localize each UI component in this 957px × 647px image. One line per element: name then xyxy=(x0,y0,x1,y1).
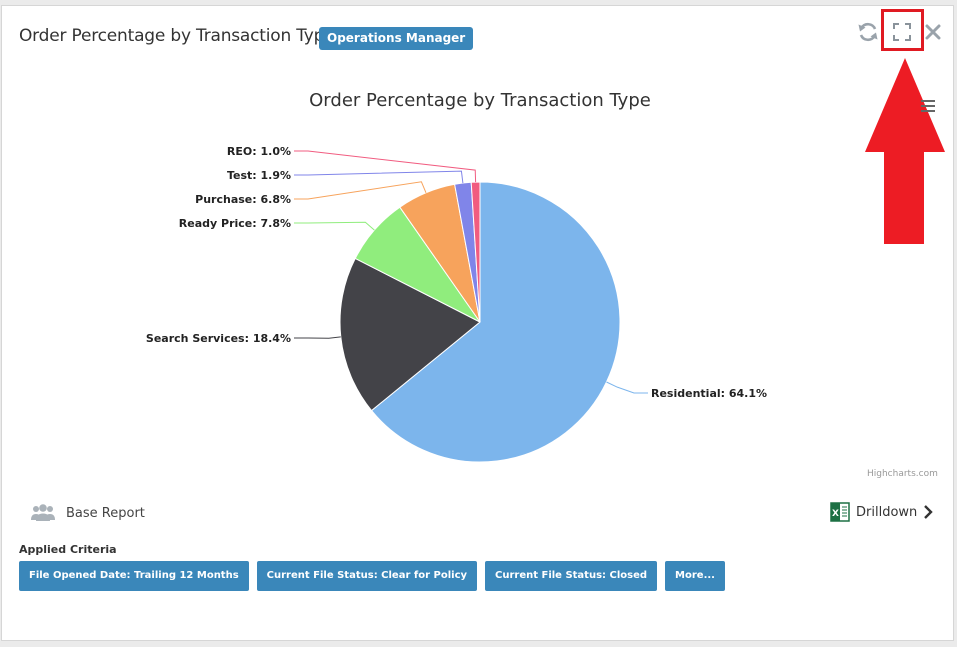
fullscreen-icon xyxy=(893,23,911,41)
chart-credits[interactable]: Highcharts.com xyxy=(867,469,938,479)
base-report-link[interactable]: Base Report xyxy=(30,504,145,522)
connector-ready-price xyxy=(294,221,375,231)
chart-area: Order Percentage by Transaction Type Res… xyxy=(2,82,955,492)
close-icon xyxy=(925,24,941,40)
report-panel: Order Percentage by Transaction Type Ope… xyxy=(1,5,954,641)
excel-icon: X xyxy=(830,502,850,522)
criteria-chips: File Opened Date: Trailing 12 Months Cur… xyxy=(19,561,725,591)
data-label-residential: Residential: 64.1% xyxy=(651,387,767,400)
drilldown-label: Drilldown xyxy=(856,504,918,520)
criteria-chip-status-clear-for-policy[interactable]: Current File Status: Clear for Policy xyxy=(256,561,478,591)
data-label-search-services: Search Services: 18.4% xyxy=(146,332,291,345)
criteria-chip-file-opened-date[interactable]: File Opened Date: Trailing 12 Months xyxy=(19,561,249,591)
criteria-more-button[interactable]: More... xyxy=(665,561,725,591)
svg-text:X: X xyxy=(832,509,839,519)
criteria-chip-status-closed[interactable]: Current File Status: Closed xyxy=(485,561,658,591)
connector-search-services xyxy=(294,336,341,339)
chart-title: Order Percentage by Transaction Type xyxy=(309,90,651,111)
drilldown-link[interactable]: X Drilldown xyxy=(830,502,933,522)
chevron-right-icon xyxy=(924,505,933,519)
data-label-purchase: Purchase: 6.8% xyxy=(195,193,291,206)
chart-menu-icon[interactable] xyxy=(920,99,936,113)
data-label-test: Test: 1.9% xyxy=(227,169,291,182)
refresh-icon xyxy=(858,22,878,42)
connector-residential xyxy=(606,381,648,394)
pie-slice-search-services[interactable] xyxy=(339,257,481,412)
data-label-reo: REO: 1.0% xyxy=(227,145,291,158)
connector-test xyxy=(294,170,464,184)
connector-reo xyxy=(294,150,477,183)
connector-purchase xyxy=(294,181,427,200)
panel-title: Order Percentage by Transaction Type xyxy=(19,26,335,46)
base-report-label: Base Report xyxy=(66,505,145,521)
pie-chart: Order Percentage by Transaction Type Res… xyxy=(146,90,767,463)
fullscreen-highlight-box xyxy=(881,9,924,51)
applied-criteria-title: Applied Criteria xyxy=(19,543,117,556)
data-label-ready-price: Ready Price: 7.8% xyxy=(179,217,291,230)
role-badge: Operations Manager xyxy=(319,27,474,50)
users-icon xyxy=(31,504,55,521)
refresh-button[interactable] xyxy=(855,19,881,45)
fullscreen-button[interactable] xyxy=(889,19,915,45)
up-arrow-icon xyxy=(865,58,945,244)
close-button[interactable] xyxy=(920,19,946,45)
